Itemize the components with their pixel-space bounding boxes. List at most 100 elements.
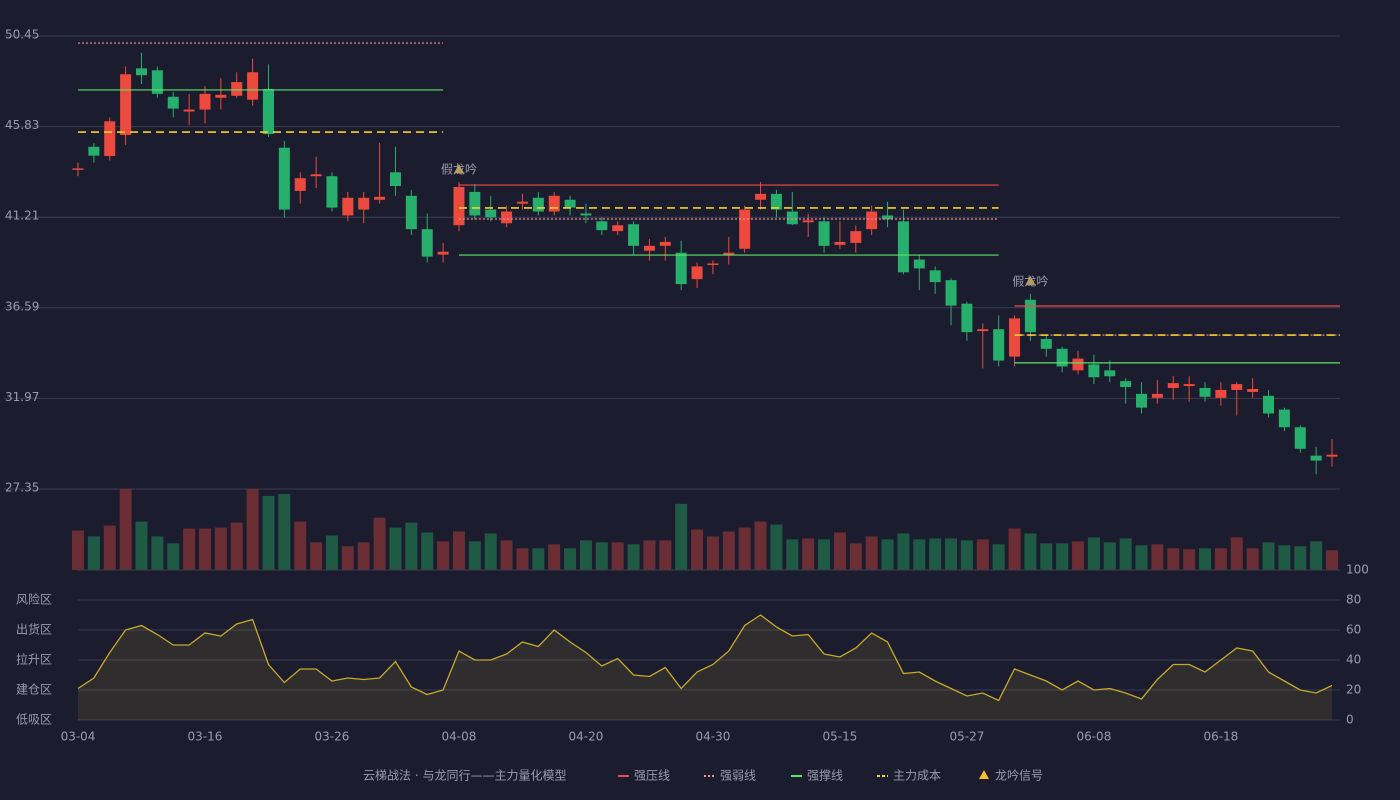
candle-body bbox=[882, 215, 894, 220]
volume-bar bbox=[167, 543, 180, 570]
volume-bar bbox=[72, 530, 84, 570]
candle-body bbox=[167, 96, 179, 109]
volume-bar bbox=[960, 540, 973, 570]
candle-body bbox=[802, 220, 814, 223]
candle-body bbox=[151, 70, 163, 94]
candle-body bbox=[215, 94, 227, 98]
candle-body bbox=[1199, 388, 1211, 397]
volume-bar bbox=[897, 533, 910, 570]
volume-bar bbox=[992, 544, 1005, 570]
y-tick-label: 27.35 bbox=[5, 481, 39, 495]
legend-label: 强撑线 bbox=[807, 768, 843, 783]
candle-body bbox=[1231, 384, 1243, 390]
candle-body bbox=[1072, 358, 1084, 371]
volume-bar bbox=[945, 538, 958, 570]
zone-label: 拉升区 bbox=[16, 652, 52, 667]
candle-body bbox=[850, 231, 862, 243]
candle-body bbox=[1088, 364, 1100, 378]
candle-body bbox=[659, 241, 671, 246]
volume-bar bbox=[421, 532, 434, 570]
y2-tick-label: 100 bbox=[1346, 563, 1369, 577]
volume-bar bbox=[87, 536, 100, 570]
candle-body bbox=[1278, 409, 1290, 428]
legend-label: 强弱线 bbox=[720, 769, 756, 783]
volume-bar bbox=[548, 544, 561, 570]
volume-bar bbox=[1008, 528, 1021, 570]
candle-body bbox=[707, 263, 719, 265]
volume-bar bbox=[611, 542, 624, 570]
candle-body bbox=[120, 74, 132, 136]
volume-bar bbox=[532, 548, 545, 570]
x-tick-label: 06-08 bbox=[1076, 730, 1111, 744]
candle-body bbox=[501, 211, 513, 224]
volume-bar bbox=[1056, 543, 1069, 570]
volume-bar bbox=[119, 489, 132, 570]
volume-bar bbox=[452, 531, 465, 570]
y2-tick-label: 0 bbox=[1346, 713, 1354, 727]
candle-body bbox=[1151, 393, 1163, 398]
volume-bar bbox=[802, 538, 815, 570]
candle-body bbox=[1310, 455, 1322, 461]
signal-marker bbox=[453, 164, 464, 174]
candle-body bbox=[469, 191, 481, 216]
legend-title: 云梯战法 · 与龙同行——主力量化模型 bbox=[363, 769, 566, 783]
volume-bar bbox=[230, 522, 243, 570]
zone-label: 低吸区 bbox=[16, 713, 52, 727]
volume-bar bbox=[183, 528, 196, 570]
candle-body bbox=[1104, 370, 1116, 377]
candle-body bbox=[1120, 381, 1132, 388]
volume-bar bbox=[1167, 548, 1180, 570]
candle-body bbox=[929, 270, 941, 283]
signal-label: 假龙吟 bbox=[1012, 273, 1048, 288]
volume-bar bbox=[929, 538, 942, 570]
candle-body bbox=[485, 209, 497, 218]
candle-body bbox=[231, 82, 243, 96]
zone-label: 建仓区 bbox=[16, 683, 52, 697]
volume-bar bbox=[738, 527, 751, 570]
candle-body bbox=[389, 172, 401, 187]
volume-bar bbox=[437, 541, 450, 570]
x-tick-label: 03-26 bbox=[315, 730, 350, 744]
candle-body bbox=[675, 252, 687, 285]
volume-bar bbox=[1072, 541, 1085, 570]
candle-body bbox=[612, 225, 624, 232]
volume-bar bbox=[468, 541, 481, 570]
candle-body bbox=[374, 196, 386, 200]
signal-label: 假龙吟 bbox=[441, 162, 477, 177]
volume-bar bbox=[675, 503, 688, 570]
volume-bar bbox=[579, 540, 592, 570]
candle-body bbox=[770, 193, 782, 210]
candle-body bbox=[1215, 389, 1227, 398]
y2-tick-label: 60 bbox=[1346, 623, 1361, 637]
candle-body bbox=[199, 93, 211, 110]
signal-marker bbox=[1025, 275, 1036, 285]
volume-bar bbox=[1119, 538, 1132, 570]
candle-body bbox=[643, 245, 655, 251]
volume-bar bbox=[881, 539, 894, 570]
volume-bar bbox=[405, 522, 418, 570]
volume-bar bbox=[913, 539, 926, 570]
volume-bar bbox=[278, 493, 291, 570]
candle-body bbox=[532, 197, 544, 212]
candle-body bbox=[977, 329, 989, 332]
volume-bar bbox=[976, 539, 989, 570]
volume-bar bbox=[1103, 542, 1116, 570]
y-tick-label: 45.83 bbox=[5, 118, 39, 132]
x-tick-label: 03-16 bbox=[188, 730, 223, 744]
candle-body bbox=[310, 174, 322, 177]
candle-body bbox=[1009, 318, 1021, 357]
x-tick-label: 06-18 bbox=[1203, 730, 1238, 744]
volume-bar bbox=[643, 540, 656, 570]
x-tick-label: 04-20 bbox=[569, 730, 604, 744]
volume-bar bbox=[818, 539, 831, 570]
volume-bar bbox=[294, 521, 307, 570]
volume-bar bbox=[373, 517, 386, 570]
candle-body bbox=[342, 197, 354, 216]
volume-bar bbox=[262, 495, 275, 570]
candle-body bbox=[421, 229, 433, 257]
x-tick-label: 04-08 bbox=[442, 730, 477, 744]
y-tick-label: 36.59 bbox=[5, 299, 39, 313]
y2-tick-label: 80 bbox=[1346, 593, 1361, 607]
volume-bar bbox=[833, 532, 846, 570]
